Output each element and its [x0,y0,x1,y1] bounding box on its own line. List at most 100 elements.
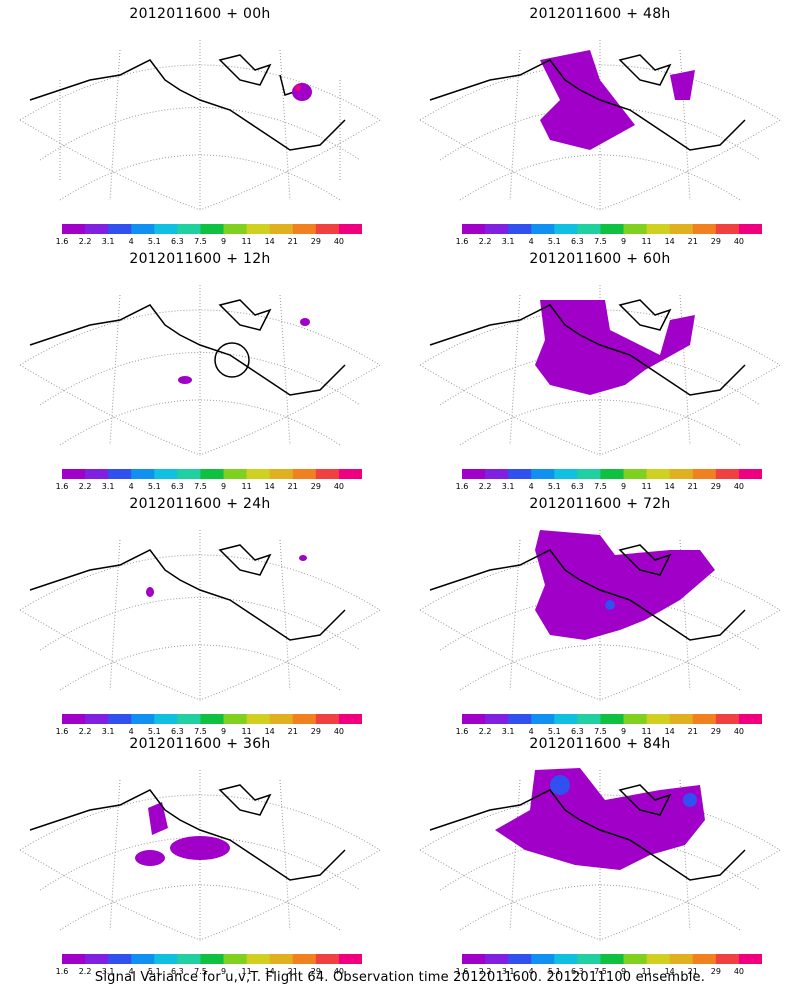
colorbar [462,954,762,964]
colorbar-swatch [62,469,86,479]
colorbar-swatch [531,714,555,724]
colorbar-swatch [200,714,225,724]
colorbar-tick-label: 4 [128,237,134,246]
colorbar-tick-label: 4 [128,727,134,736]
colorbar-tick-label: 29 [710,967,721,976]
colorbar-swatch [315,954,340,964]
colorbar-tick-label: 29 [310,727,321,736]
colorbar-tick-label: 29 [310,967,321,976]
colorbar-tick-label: 40 [733,727,745,736]
colorbar-tick-label: 9 [220,237,227,246]
variance-area [300,318,310,326]
colorbar-swatch [508,954,532,964]
colorbar-tick-label: 1.6 [455,727,469,736]
colorbar-tick-label: 7.5 [594,482,607,491]
map-84h [419,768,781,941]
colorbar-tick-label: 21 [687,727,698,736]
colorbar-swatch [131,469,155,479]
colorbar-swatch [154,224,178,234]
colorbar-tick-label: 6.3 [171,482,184,491]
colorbar-tick-label: 4 [128,482,134,491]
colorbar-tick-label: 21 [687,482,698,491]
colorbar-tick-label: 40 [333,727,345,736]
colorbar-swatch [508,714,532,724]
colorbar-tick-label: 3.1 [501,237,515,246]
colorbar-swatch [246,469,271,479]
panel-84h: 2012011600 + 84h 1.6 2.2 3.1 4 5.1 6.3 7.5 9 11 1… [400,730,800,976]
map-60h [419,285,781,456]
colorbar-swatch [315,714,340,724]
colorbar-swatch [485,954,509,964]
panel-24h: 2012011600 + 24h 1.6 2.2 3.1 4 5.1 6.3 7.5 9 11 1… [0,490,400,736]
colorbar-tick-label: 7.5 [194,967,207,976]
colorbar-swatch [223,714,248,724]
colorbar-swatch [223,954,248,964]
colorbar-swatch [108,954,132,964]
panel-title: 2012011600 + 48h [529,6,671,22]
panel-title: 2012011600 + 24h [129,496,271,512]
colorbar [62,224,362,234]
map-48h [419,40,781,211]
colorbar-tick-label: 4 [528,482,534,491]
colorbar-tick-label: 7.5 [594,727,607,736]
colorbar-swatch [577,714,601,724]
panel-title: 2012011600 + 12h [129,251,271,267]
colorbar-tick-label: 11 [241,482,252,491]
colorbar-tick-label: 14 [264,727,275,736]
colorbar-swatch [223,469,248,479]
colorbar-tick-label: 4 [128,967,134,976]
colorbar-swatch [292,714,317,724]
colorbar-tick-label: 14 [664,237,675,246]
colorbar-tick-label: 40 [333,237,345,246]
colorbar-swatch [485,224,509,234]
colorbar-swatch [692,224,717,234]
colorbar-swatch [108,469,132,479]
colorbar-tick-label: 40 [333,482,345,491]
colorbar-tick-label: 4 [528,967,534,976]
colorbar-tick-label: 5.1 [147,482,161,491]
colorbar-tick-label: 1.6 [55,967,69,976]
colorbar-tick-label: 9 [620,727,627,736]
colorbar-swatch [292,224,317,234]
colorbar-swatch [154,714,178,724]
colorbar-tick-label: 9 [220,967,227,976]
colorbar-swatch [669,954,694,964]
map-00h [19,40,381,211]
colorbar-tick-label: 2.2 [478,237,492,246]
colorbar-swatch [715,954,740,964]
colorbar-swatch [85,469,109,479]
colorbar-tick-label: 9 [620,967,627,976]
colorbar-swatch [646,714,671,724]
colorbar-tick-label: 21 [687,967,698,976]
colorbar-tick-label: 1.6 [455,967,469,976]
colorbar-swatch [646,469,671,479]
colorbar-swatch [531,469,555,479]
colorbar-tick-label: 6.3 [171,727,184,736]
colorbar-tick-label: 9 [620,237,627,246]
colorbar-tick-label: 5.1 [547,727,561,736]
panel-title: 2012011600 + 60h [529,251,671,267]
colorbar-tick-label: 40 [733,482,745,491]
figure-caption: Signal Variance for u,v,T. Flight 64. Ob… [94,970,706,985]
colorbar-swatch [738,469,762,479]
colorbar [62,469,362,479]
colorbar-tick-label: 3.1 [101,727,115,736]
variance-area [495,768,705,870]
colorbar-swatch [269,714,294,724]
colorbar-swatch [554,954,578,964]
variance-area [540,50,635,150]
colorbar-swatch [62,954,86,964]
colorbar-swatch [269,469,294,479]
colorbar-swatch [200,469,225,479]
colorbar-swatch [715,469,740,479]
colorbar-swatch [738,714,762,724]
colorbar-swatch [646,224,671,234]
colorbar-tick-label: 7.5 [594,967,607,976]
colorbar-swatch [692,469,717,479]
colorbar-tick-label: 2.2 [78,237,92,246]
colorbar-tick-label: 6.3 [171,237,184,246]
colorbar-swatch [531,954,555,964]
colorbar-tick-label: 21 [687,237,698,246]
colorbar-swatch [62,224,86,234]
colorbar [462,469,762,479]
